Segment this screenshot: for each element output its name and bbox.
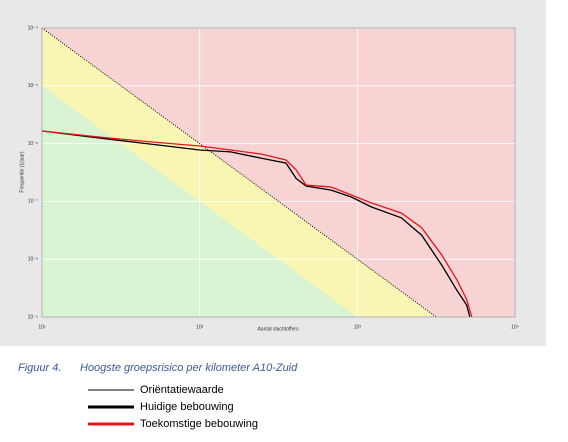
y-tick-label: 10⁻⁹ — [28, 314, 38, 320]
series-line — [42, 130, 473, 317]
plot-area — [42, 28, 515, 317]
caption-label: Figuur 4. — [18, 362, 61, 374]
x-tick-label: 10¹ — [38, 324, 46, 330]
x-axis-title: Aantal slachtoffers — [257, 326, 299, 332]
legend: Oriëntatiewaarde Huidige bebouwing Toekoms… — [88, 384, 258, 430]
caption-text: Hoogste groepsrisico per kilometer A10-Z… — [80, 362, 298, 374]
legend-label: Huidige bebouwing — [140, 401, 234, 413]
legend-label: Toekomstige bebouwing — [140, 418, 258, 430]
y-tick-label: 10⁻⁷ — [28, 199, 38, 205]
y-tick-label: 10⁻⁴ — [28, 25, 38, 31]
x-tick-label: 10³ — [354, 324, 362, 330]
y-tick-label: 10⁻⁸ — [28, 257, 38, 263]
y-axis-title: Frequentie (1/jaar) — [19, 151, 25, 192]
series-line — [42, 130, 471, 317]
y-tick-label: 10⁻⁶ — [28, 141, 38, 147]
x-tick-label: 10² — [196, 324, 204, 330]
plot-frame — [41, 27, 516, 318]
x-tick-label: 10⁴ — [511, 324, 519, 330]
y-tick-label: 10⁻⁵ — [28, 83, 38, 89]
legend-label: Oriëntatiewaarde — [140, 384, 224, 396]
